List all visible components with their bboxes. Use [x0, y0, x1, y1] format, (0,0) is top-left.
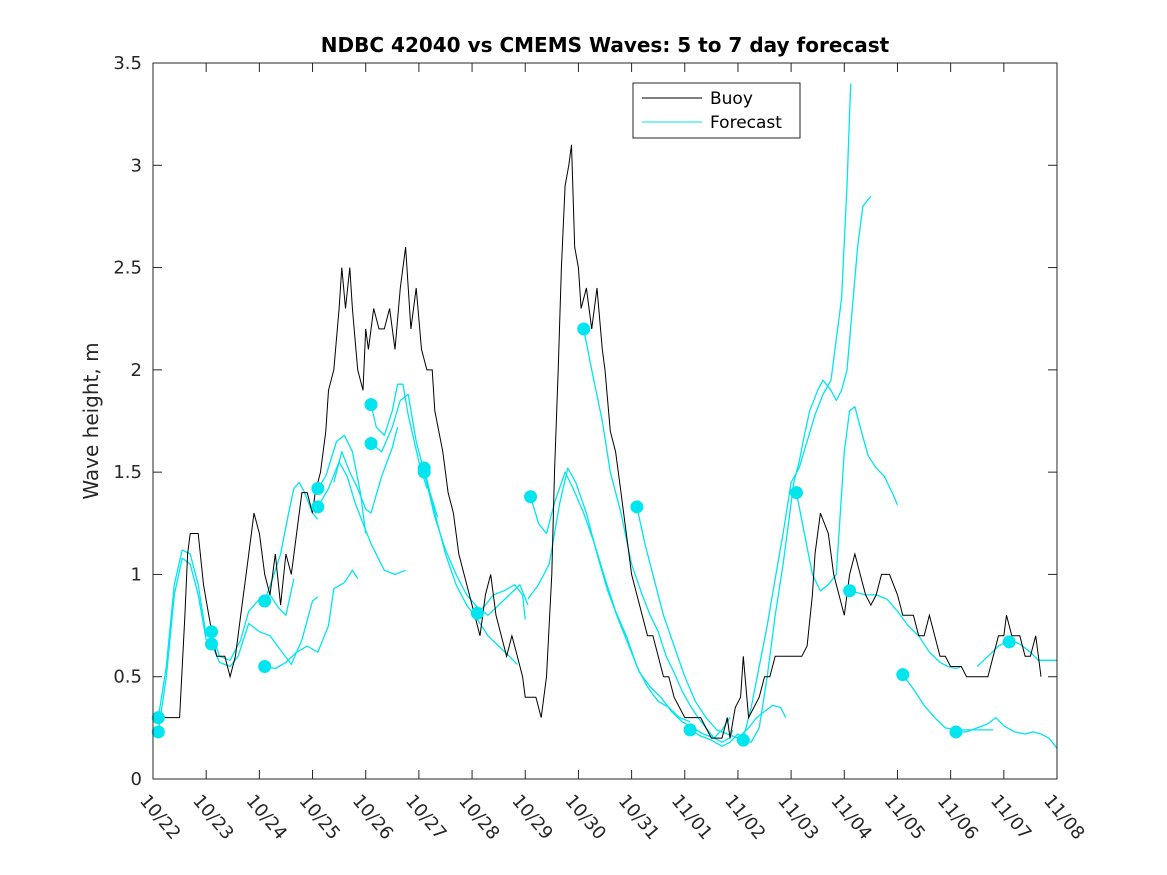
axis-ticks: [152, 62, 1058, 780]
y-tick-label: 1.5: [113, 462, 142, 483]
forecast-start-marker: [311, 482, 325, 496]
forecast-start-marker: [364, 398, 378, 412]
forecast-series-line: [317, 434, 367, 534]
forecast-start-marker: [1002, 635, 1016, 649]
forecast-start-marker: [949, 725, 963, 739]
forecast-start-marker: [630, 500, 644, 514]
forecast-start-marker: [470, 606, 484, 620]
forecast-start-marker: [204, 637, 218, 651]
y-tick-label: 2.5: [113, 258, 142, 279]
legend-buoy-label: Buoy: [710, 89, 753, 109]
legend-box: [632, 82, 801, 139]
legend-forecast-label: Forecast: [710, 113, 782, 133]
forecast-series-line: [370, 383, 428, 489]
y-tick-label: 1: [131, 564, 142, 585]
forecast-start-marker: [151, 711, 165, 725]
forecast-start-marker: [524, 490, 538, 504]
forecast-series-line: [476, 584, 526, 620]
y-tick-label: 0: [131, 769, 142, 790]
forecast-series-line: [210, 578, 295, 661]
forecast-series-line: [529, 471, 691, 723]
y-tick-label: 3: [131, 155, 142, 176]
forecast-start-marker: [683, 723, 697, 737]
forecast-start-marker: [843, 584, 857, 598]
forecast-series-line: [527, 467, 731, 739]
chart-title: NDBC 42040 vs CMEMS Waves: 5 to 7 day fo…: [321, 33, 890, 57]
y-tick-label: 3.5: [113, 53, 142, 74]
legend: Buoy Forecast: [632, 82, 801, 139]
forecast-markers: [151, 322, 1016, 747]
forecast-start-marker: [364, 437, 378, 451]
forecast-series-line: [795, 406, 899, 592]
forecast-series-line: [689, 83, 852, 747]
forecast-start-marker: [258, 594, 272, 608]
forecast-start-marker: [151, 725, 165, 739]
forecast-series-line: [317, 461, 406, 576]
y-tick-label: 0.5: [113, 667, 142, 688]
y-tick-label: 2: [131, 360, 142, 381]
forecast-start-marker: [258, 659, 272, 673]
forecast-series-line: [157, 557, 207, 732]
forecast-series-line: [264, 481, 319, 602]
y-axis-label: Wave height, m: [79, 342, 103, 499]
forecast-start-marker: [896, 668, 910, 682]
forecast-start-marker: [736, 733, 750, 747]
plot-area: [153, 63, 1057, 779]
forecast-series-line: [210, 596, 319, 668]
forecast-series-line: [333, 426, 399, 514]
forecast-series-line: [956, 716, 1058, 749]
forecast-series-line: [743, 195, 872, 743]
forecast-start-marker: [417, 465, 431, 479]
plot-border: [152, 62, 1058, 780]
forecast-start-marker: [311, 500, 325, 514]
forecast-series-line: [264, 569, 359, 670]
forecast-series-line: [157, 549, 207, 718]
forecast-series-line: [976, 639, 1057, 667]
forecast-start-marker: [577, 322, 591, 336]
forecast-series-line: [636, 506, 787, 739]
y-tick-labels: 0 0.5 1 1.5 2 2.5 3 3.5: [113, 53, 142, 790]
forecast-start-marker: [789, 486, 803, 500]
forecast-start-marker: [204, 625, 218, 639]
